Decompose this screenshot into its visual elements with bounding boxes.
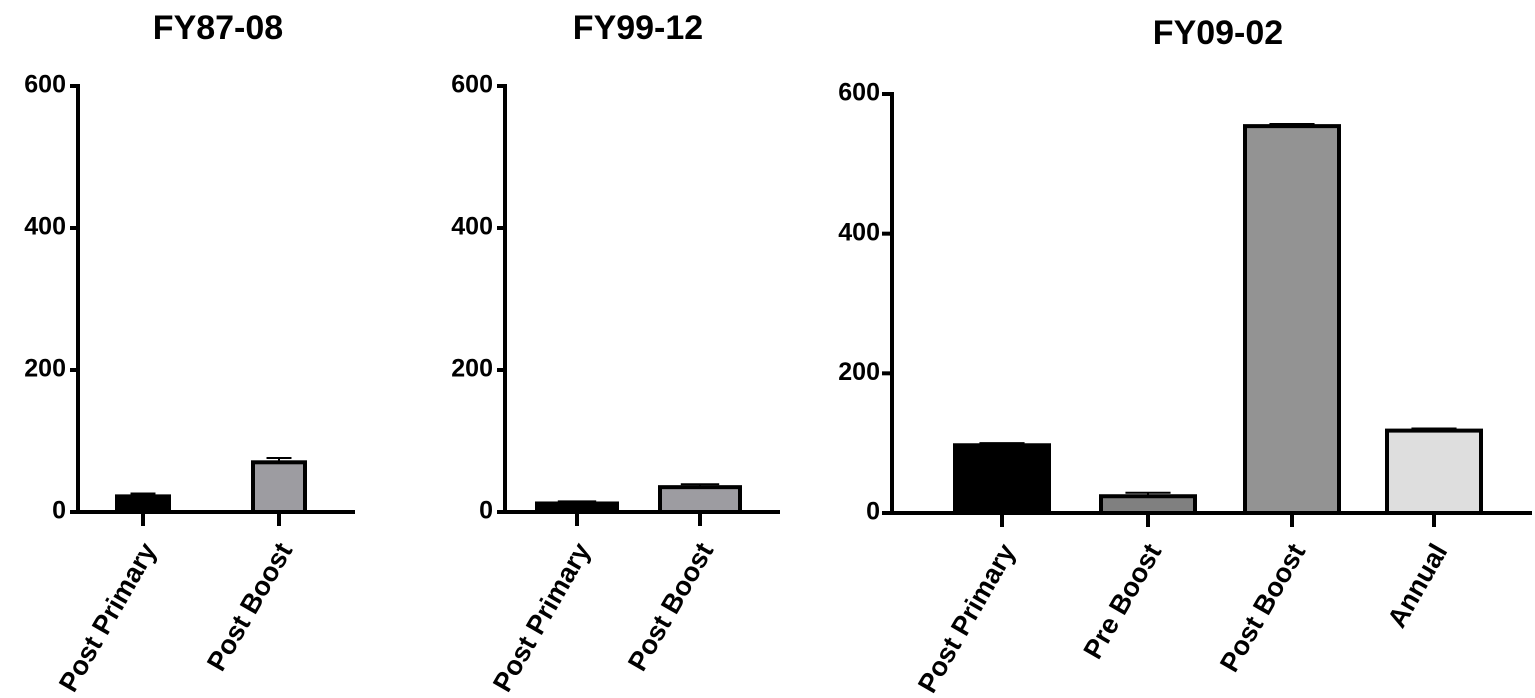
y-tick-label: 0 [52,497,66,525]
bar [251,460,307,514]
x-category-label: Annual [1382,539,1454,633]
y-tick-label: 200 [451,355,493,383]
chart-panel: FY09-02 0 200 400 600 Post Primary Pre Boost Po… [838,14,1532,698]
chart-title: FY09-02 [1153,14,1283,52]
y-tick-label: 600 [451,71,493,99]
x-category-label: Post Primary [487,538,596,697]
bar [1385,428,1483,516]
x-category-label: Post Primary [53,538,162,697]
y-tick-label: 200 [24,355,66,383]
x-category-label: Post Boost [1214,539,1311,677]
y-tick-label: 0 [479,497,493,525]
bar [658,485,742,514]
x-category-label: Post Boost [622,538,719,676]
y-tick-label: 400 [24,213,66,241]
chart-title: FY87-08 [153,9,283,47]
x-category-label: Pre Boost [1078,539,1168,664]
y-tick-label: 400 [451,213,493,241]
y-tick-label: 400 [838,218,880,246]
bar [1243,124,1341,516]
y-tick-label: 600 [838,79,880,107]
y-tick-label: 200 [838,358,880,386]
chart-panel: FY99-12 0 200 400 600 Post Primary Post Boost [451,9,780,697]
x-category-label: Post Primary [912,539,1021,698]
bar [1099,494,1197,515]
bar [953,443,1051,515]
chart-panel: FY87-08 0 200 400 600 Post Primary Post Boost [24,9,355,697]
y-tick-label: 0 [866,498,880,526]
chart-title: FY99-12 [573,9,703,47]
bar [115,494,171,515]
x-category-label: Post Boost [201,538,298,676]
y-tick-label: 600 [24,71,66,99]
